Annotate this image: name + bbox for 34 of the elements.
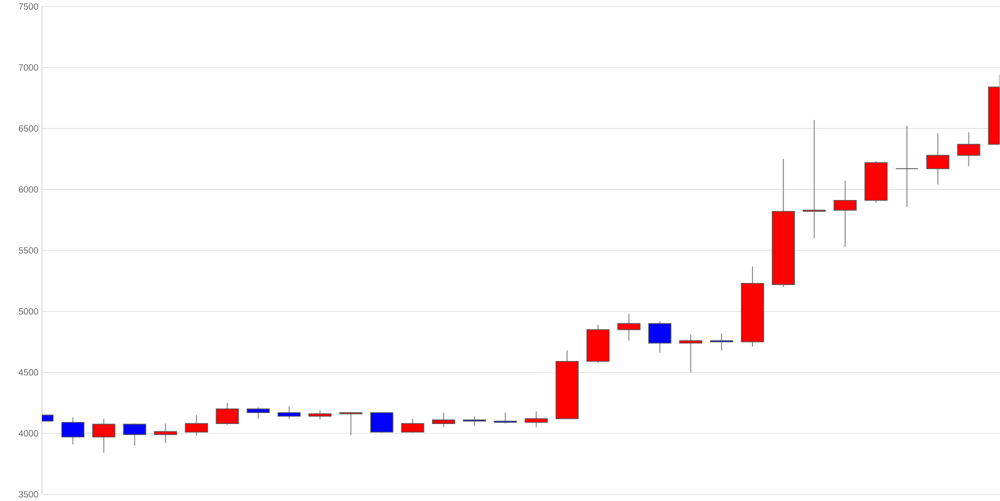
candlestick <box>802 120 826 239</box>
candlestick <box>524 410 548 428</box>
candlestick <box>494 412 517 424</box>
candlestick <box>339 412 362 436</box>
y-tick-label: 6500 <box>18 125 38 132</box>
candlestick <box>710 332 734 351</box>
candlestick <box>895 126 918 208</box>
y-tick-label: 4500 <box>18 369 38 376</box>
candlestick <box>617 313 640 342</box>
candlestick <box>216 402 239 426</box>
candlestick <box>462 416 486 427</box>
candlestick <box>401 418 424 434</box>
candlestick <box>184 414 208 436</box>
candlestick <box>834 180 857 248</box>
candlestick <box>278 406 301 420</box>
candlestick <box>648 320 672 354</box>
candlestick <box>432 412 456 428</box>
y-tick-label: 4000 <box>18 430 38 437</box>
y-tick-label: 7500 <box>18 3 38 10</box>
candlestick <box>957 132 980 167</box>
y-tick-label: 6000 <box>18 186 38 193</box>
candlestick <box>61 417 84 445</box>
candlestick <box>308 410 332 420</box>
y-tick-label: 5000 <box>18 308 38 315</box>
y-tick-label: 7000 <box>18 64 38 71</box>
candlestick <box>154 423 178 444</box>
candlestick <box>926 132 950 186</box>
candlestick <box>123 423 146 446</box>
candlestick <box>92 418 116 454</box>
candlestick <box>370 412 394 434</box>
candlestick <box>246 406 270 420</box>
candlestick <box>679 334 702 373</box>
y-tick-label: 5500 <box>18 247 38 254</box>
y-tick-label: 3500 <box>18 491 38 498</box>
